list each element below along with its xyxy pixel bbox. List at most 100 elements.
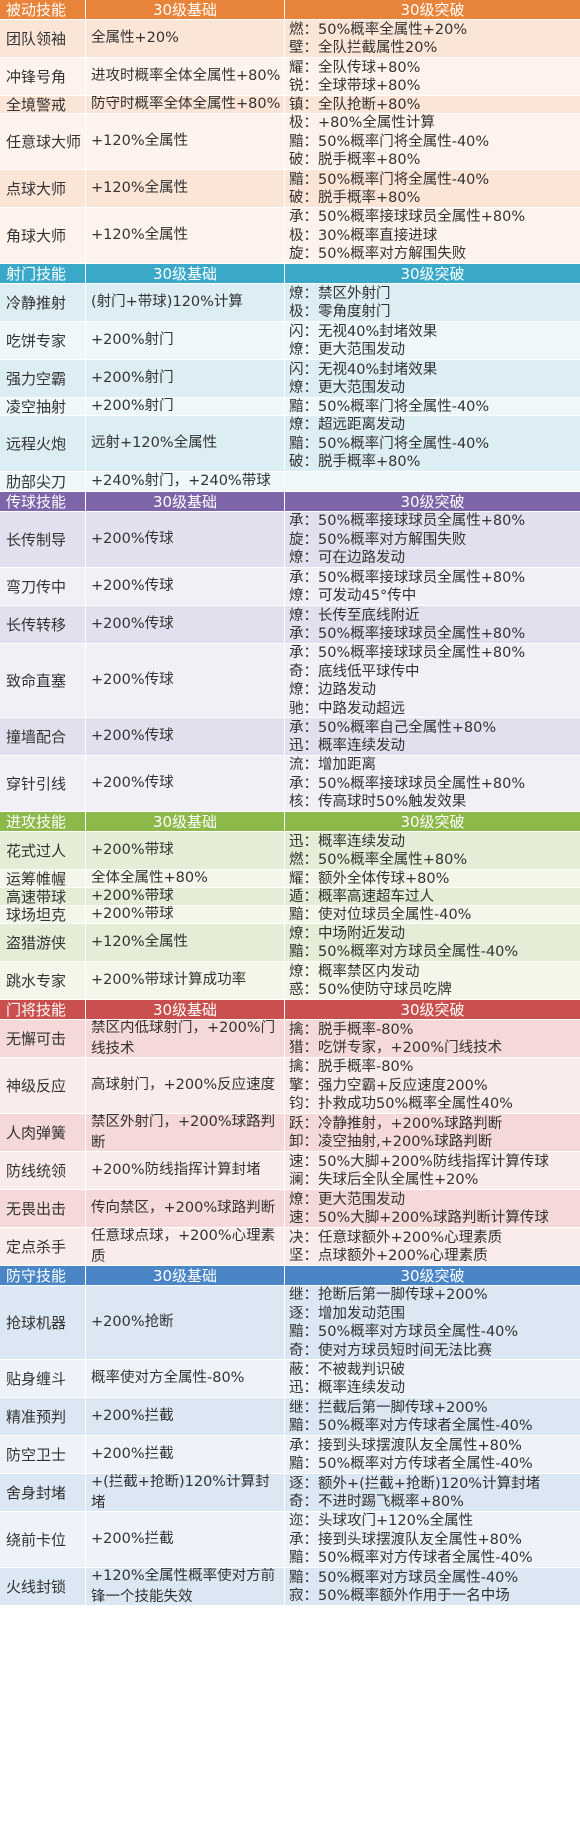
- skill-name: 致命直塞: [0, 644, 86, 717]
- base-effect-text: +200%传球: [91, 728, 174, 744]
- skill-name: 神级反应: [0, 1058, 86, 1113]
- breakthrough-line: 黯：使对位球员全属性-40%: [289, 906, 472, 923]
- table-row: 定点杀手 任意球点球，+200%心理素质 决：任意球额外+200%心理素质 坚：点球额…: [0, 1228, 580, 1266]
- breakthrough-effects: 承：50%概率接球球员全属性+80% 极：30%概率直接进球 旋：50%概率对方解围…: [285, 208, 580, 263]
- section-title: 防守技能: [0, 1266, 86, 1285]
- table-row: 高速带球 +200%带球 遁：概率高速超车过人: [0, 888, 580, 906]
- section-header: 被动技能 30级基础 30级突破: [0, 0, 580, 20]
- breakthrough-line: 破：脱手概率+80%: [289, 454, 421, 471]
- breakthrough-line: 锐：全球带球+80%: [289, 78, 421, 94]
- base-effect: (射门+带球)120%计算: [86, 284, 285, 321]
- skill-name: 无畏出击: [0, 1190, 86, 1227]
- base-effect-text: +200%带球计算成功率: [91, 972, 247, 988]
- base-effect: +200%传球: [86, 606, 285, 643]
- skill-name: 火线封锁: [0, 1568, 86, 1605]
- breakthrough-line: 燃：50%概率全属性+80%: [289, 852, 468, 868]
- breakthrough-effects: 耀：全队传球+80% 锐：全球带球+80%: [285, 58, 580, 95]
- skill-name: 弯刀传中: [0, 568, 86, 605]
- breakthrough-line: 决：任意球额外+200%心理素质: [289, 1229, 503, 1246]
- base-effect-text: 防守时概率全体全属性+80%: [91, 96, 281, 112]
- skill-name: 运筹帷幄: [0, 870, 86, 887]
- breakthrough-line: 承：50%概率自己全属性+80%: [289, 719, 497, 736]
- skill-name-text: 运筹帷幄: [6, 870, 67, 887]
- base-effect-text: +200%带球: [91, 842, 174, 858]
- breakthrough-line: 擎：强力空霸+反应速度200%: [289, 1077, 488, 1094]
- skill-name: 肋部尖刀: [0, 472, 86, 491]
- breakthrough-effects: 蔽：不被裁判识破 迅：概率连续发动: [285, 1360, 580, 1397]
- base-effect-text: +200%防线指挥计算封堵: [91, 1162, 261, 1178]
- breakthrough-effects: 承：50%概率接球球员全属性+80% 燎：可发动45°传中: [285, 568, 580, 605]
- breakthrough-line: 惑：50%使防守球员吃牌: [289, 982, 452, 998]
- skill-name: 人肉弹簧: [0, 1114, 86, 1151]
- skill-name-text: 任意球大师: [6, 133, 82, 151]
- breakthrough-line: 速：50%大脚+200%防线指挥计算传球: [289, 1153, 549, 1170]
- skill-name-text: 贴身缠斗: [6, 1370, 67, 1388]
- breakthrough-line: 迅：概率连续发动: [289, 1380, 405, 1396]
- breakthrough-line: 旋：50%概率对方解围失败: [289, 246, 467, 263]
- breakthrough-effects: 闪：无视40%封堵效果 燎：更大范围发动: [285, 360, 580, 397]
- breakthrough-line: 镇：全队抢断+80%: [289, 96, 421, 113]
- breakthrough-line: 核：传高球时50%触发效果: [289, 794, 467, 811]
- breakthrough-line: 破：脱手概率+80%: [289, 190, 421, 206]
- section-title: 传球技能: [0, 492, 86, 511]
- breakthrough-effects: 黯：使对位球员全属性-40%: [285, 906, 580, 923]
- base-effect-text: +200%射门: [91, 332, 174, 348]
- table-row: 花式过人 +200%带球 迅：概率连续发动 燃：50%概率全属性+80%: [0, 832, 580, 870]
- base-effect: 远射+120%全属性: [86, 416, 285, 471]
- breakthrough-line: 遁：概率高速超车过人: [289, 888, 434, 905]
- base-effect-text: +200%拦截: [91, 1446, 174, 1462]
- base-effect: +120%全属性: [86, 114, 285, 169]
- base-effect-text: 进攻时概率全体全属性+80%: [91, 68, 281, 84]
- base-effect: +200%传球: [86, 568, 285, 605]
- breakthrough-effects: 承：50%概率接球球员全属性+80% 奇：底线低平球传中 燎：边路发动 驰：中路发动超…: [285, 644, 580, 717]
- base-effect-text: 概率使对方全属性-80%: [91, 1370, 245, 1386]
- breakthrough-line: 奇：使对方球员短时间无法比赛: [289, 1342, 492, 1359]
- base-effect-text: +200%传球: [91, 531, 174, 547]
- breakthrough-line: 燎：中场附近发动: [289, 925, 405, 942]
- base-effect-text: +200%带球: [91, 888, 174, 904]
- base-effect-text: +(拦截+抢断)120%计算封堵: [91, 1474, 270, 1511]
- skill-name: 高速带球: [0, 888, 86, 905]
- base-effect-text: (射门+带球)120%计算: [91, 294, 243, 310]
- breakthrough-line: 承：50%概率接球球员全属性+80%: [289, 645, 526, 661]
- breakthrough-effects: 燎：概率禁区内发动惑：50%使防守球员吃牌: [285, 962, 580, 999]
- breakthrough-effects: 镇：全队抢断+80%: [285, 96, 580, 113]
- base-effect-text: +120%全属性概率使对方前锋一个技能失效: [91, 1568, 276, 1605]
- table-row: 防线统领 +200%防线指挥计算封堵 速：50%大脚+200%防线指挥计算传球 澜：失…: [0, 1152, 580, 1190]
- skill-name: 吃饼专家: [0, 322, 86, 359]
- breakthrough-effects: 燎：中场附近发动 黯：50%概率对方球员全属性-40%: [285, 924, 580, 961]
- skill-name: 跳水专家: [0, 962, 86, 999]
- skill-name: 无懈可击: [0, 1020, 86, 1057]
- base-effect: +200%带球计算成功率: [86, 962, 285, 999]
- base-effect-text: +200%带球: [91, 906, 174, 922]
- breakthrough-effects: 黯：50%概率对方球员全属性-40% 寂：50%概率额外作用于一名中场: [285, 1568, 580, 1605]
- skill-name-text: 绕前卡位: [6, 1531, 67, 1549]
- skill-name-text: 远程火炮: [6, 435, 67, 453]
- skill-name-text: 抢球机器: [6, 1314, 67, 1332]
- skill-name: 长传转移: [0, 606, 86, 643]
- skill-name: 全境警戒: [0, 96, 86, 113]
- base-effect-text: +120%全属性: [91, 227, 189, 243]
- table-row: 穿针引线 +200%传球 流：增加距离 承：50%概率接球球员全属性+80% 核：传高球…: [0, 756, 580, 812]
- breakthrough-line: 承：接到头球摆渡队友全属性+80%: [289, 1531, 522, 1548]
- breakthrough-effects: 迅：概率连续发动 燃：50%概率全属性+80%: [285, 832, 580, 869]
- table-row: 任意球大师 +120%全属性 极：+80%全属性计算 黯：50%概率门将全属性-40%…: [0, 114, 580, 170]
- breakthrough-effects: 擒：脱手概率-80% 擎：强力空霸+反应速度200% 钧：扑救成功50%概率全属性4…: [285, 1058, 580, 1113]
- breakthrough-effects: 擒：脱手概率-80% 猎：吃饼专家，+200%门线技术: [285, 1020, 580, 1057]
- breakthrough-line: 蔽：不被裁判识破: [289, 1361, 405, 1378]
- breakthrough-effects: 燃：50%概率全属性+20% 壁：全队拦截属性20%: [285, 20, 580, 57]
- skill-name: 强力空霸: [0, 360, 86, 397]
- base-effect: +200%射门: [86, 398, 285, 415]
- table-row: 火线封锁 +120%全属性概率使对方前锋一个技能失效 黯：50%概率对方球员全属性-…: [0, 1568, 580, 1606]
- breakthrough-line: 燎：概率禁区内发动: [289, 963, 420, 980]
- breakthrough-line: 奇：不进时踢飞概率+80%: [289, 1494, 464, 1510]
- base-effect: 任意球点球，+200%心理素质: [86, 1228, 285, 1265]
- skill-name: 盗猎游侠: [0, 924, 86, 961]
- table-row: 远程火炮 远射+120%全属性 燎：超远距离发动 黯：50%概率门将全属性-40% 破：…: [0, 416, 580, 472]
- breakthrough-line: 承：50%概率接球球员全属性+80%: [289, 775, 526, 792]
- breakthrough-effects: 继：抢断后第一脚传球+200% 逐：增加发动范围 黯：50%概率对方球员全属性-40…: [285, 1286, 580, 1359]
- skill-name-text: 球场坦克: [6, 906, 67, 923]
- skill-name-text: 凌空抽射: [6, 398, 67, 415]
- table-row: 致命直塞 +200%传球 承：50%概率接球球员全属性+80% 奇：底线低平球传中 燎：…: [0, 644, 580, 718]
- breakthrough-line: 燎：边路发动: [289, 682, 376, 698]
